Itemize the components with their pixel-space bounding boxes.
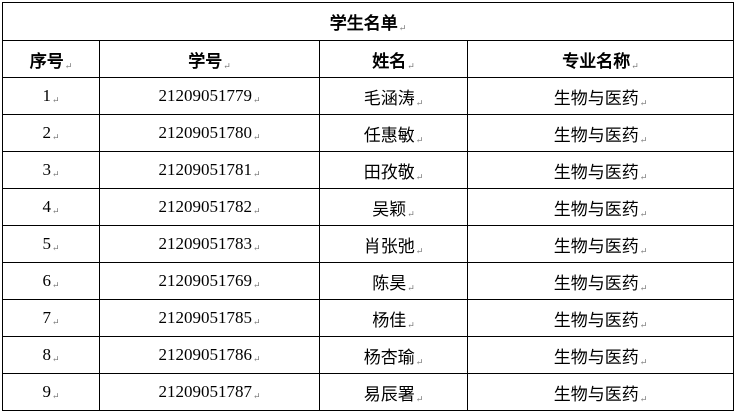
header-major-text: 专业名称 [562, 52, 639, 71]
cell-student-id-text: 21209051785 [158, 308, 260, 327]
cell-name-text: 杨佳 [372, 311, 415, 330]
cell-index: 8 [2, 336, 100, 374]
table-title-text: 学生名单 [330, 14, 407, 33]
cell-name: 田孜敬 [319, 151, 468, 189]
cell-name-text: 吴颖 [372, 200, 415, 219]
cell-major: 生物与医药 [466, 262, 735, 300]
cell-student-id: 21209051779 [99, 77, 320, 115]
cell-student-id: 21209051783 [99, 225, 320, 263]
cell-index: 9 [2, 373, 100, 411]
header-row: 序号 学号 姓名 专业名称 [2, 40, 735, 78]
header-student-id-text: 学号 [188, 52, 231, 71]
cell-index: 7 [2, 299, 100, 337]
cell-student-id-text: 21209051780 [158, 123, 260, 142]
cell-name: 毛涵涛 [319, 77, 468, 115]
cell-major: 生物与医药 [466, 77, 735, 115]
cell-major: 生物与医药 [466, 299, 735, 337]
cell-index-text: 8 [42, 345, 59, 364]
cell-index: 4 [2, 188, 100, 226]
title-row: 学生名单 [1, 2, 735, 41]
cell-index: 3 [2, 151, 100, 189]
cell-major-text: 生物与医药 [554, 274, 648, 293]
cell-name-text: 陈昊 [372, 274, 415, 293]
cell-name: 杨佳 [319, 299, 468, 337]
table-row: 7 21209051785 杨佳 生物与医药 [2, 299, 735, 337]
cell-name-text: 易辰署 [364, 385, 424, 404]
cell-student-id-text: 21209051783 [158, 234, 260, 253]
cell-student-id: 21209051780 [99, 114, 320, 152]
header-index: 序号 [2, 40, 100, 78]
cell-index-text: 4 [42, 197, 59, 216]
cell-name-text: 肖张弛 [364, 237, 424, 256]
cell-major-text: 生物与医药 [554, 163, 648, 182]
table-row: 1 21209051779 毛涵涛 生物与医药 [2, 77, 735, 115]
cell-major-text: 生物与医药 [554, 89, 648, 108]
cell-index-text: 5 [42, 234, 59, 253]
cell-name-text: 任惠敏 [364, 126, 424, 145]
cell-major: 生物与医药 [466, 114, 735, 152]
cell-name: 吴颖 [319, 188, 468, 226]
cell-major-text: 生物与医药 [554, 237, 648, 256]
header-name: 姓名 [319, 40, 468, 78]
cell-major-text: 生物与医药 [554, 200, 648, 219]
cell-major-text: 生物与医药 [554, 348, 648, 367]
cell-index-text: 2 [42, 123, 59, 142]
cell-name-text: 田孜敬 [364, 163, 424, 182]
cell-major-text: 生物与医药 [554, 385, 648, 404]
cell-index: 2 [2, 114, 100, 152]
table-row: 9 21209051787 易辰署 生物与医药 [2, 373, 735, 411]
header-major: 专业名称 [466, 40, 735, 78]
table-title: 学生名单 [1, 2, 735, 41]
table-row: 4 21209051782 吴颖 生物与医药 [2, 188, 735, 226]
cell-student-id: 21209051769 [99, 262, 320, 300]
cell-name: 肖张弛 [319, 225, 468, 263]
cell-student-id: 21209051785 [99, 299, 320, 337]
cell-index-text: 1 [42, 86, 59, 105]
cell-name: 杨杏瑜 [319, 336, 468, 374]
cell-student-id-text: 21209051781 [158, 160, 260, 179]
cell-student-id-text: 21209051782 [158, 197, 260, 216]
cell-major: 生物与医药 [466, 373, 735, 411]
cell-student-id: 21209051782 [99, 188, 320, 226]
cell-student-id-text: 21209051769 [158, 271, 260, 290]
cell-index-text: 7 [42, 308, 59, 327]
cell-student-id-text: 21209051779 [158, 86, 260, 105]
cell-name: 易辰署 [319, 373, 468, 411]
header-index-text: 序号 [30, 52, 73, 71]
cell-student-id-text: 21209051787 [158, 382, 260, 401]
cell-index: 1 [2, 77, 100, 115]
table-row: 6 21209051769 陈昊 生物与医药 [2, 262, 735, 300]
table-row: 8 21209051786 杨杏瑜 生物与医药 [2, 336, 735, 374]
header-student-id: 学号 [99, 40, 320, 78]
cell-index-text: 3 [42, 160, 59, 179]
cell-index-text: 6 [42, 271, 59, 290]
cell-student-id: 21209051781 [99, 151, 320, 189]
cell-major-text: 生物与医药 [554, 126, 648, 145]
cell-name-text: 毛涵涛 [364, 89, 424, 108]
cell-name: 陈昊 [319, 262, 468, 300]
cell-student-id: 21209051787 [99, 373, 320, 411]
cell-major-text: 生物与医药 [554, 311, 648, 330]
cell-index: 6 [2, 262, 100, 300]
cell-name: 任惠敏 [319, 114, 468, 152]
cell-student-id-text: 21209051786 [158, 345, 260, 364]
cell-index-text: 9 [42, 382, 59, 401]
cell-major: 生物与医药 [466, 188, 735, 226]
cell-major: 生物与医药 [466, 225, 735, 263]
cell-major: 生物与医药 [466, 151, 735, 189]
table-row: 5 21209051783 肖张弛 生物与医药 [2, 225, 735, 263]
cell-major: 生物与医药 [466, 336, 735, 374]
table-row: 3 21209051781 田孜敬 生物与医药 [2, 151, 735, 189]
cell-index: 5 [2, 225, 100, 263]
cell-student-id: 21209051786 [99, 336, 320, 374]
cell-name-text: 杨杏瑜 [364, 348, 424, 367]
header-name-text: 姓名 [372, 52, 415, 71]
table-row: 2 21209051780 任惠敏 生物与医药 [2, 114, 735, 152]
